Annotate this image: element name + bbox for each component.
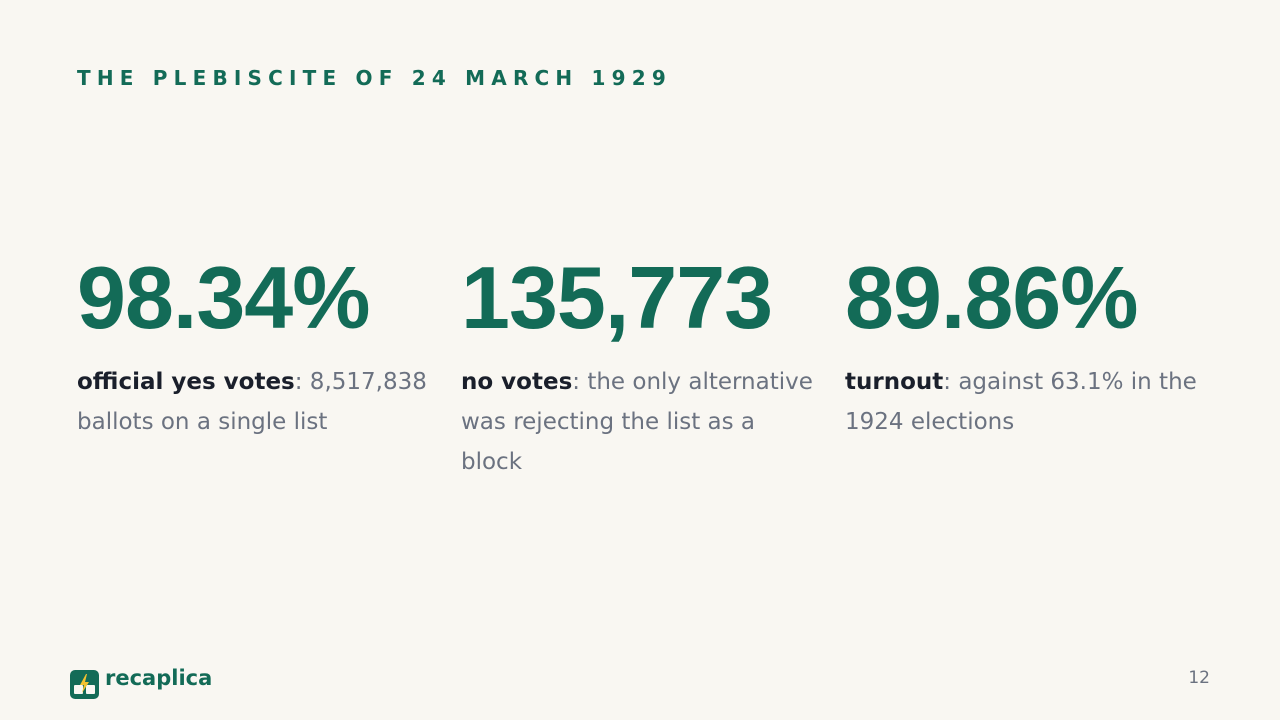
stat: 98.34% official yes votes: 8,517,838 bal…	[77, 248, 437, 442]
slide-title: THE PLEBISCITE OF 24 MARCH 1929	[77, 66, 672, 90]
stat-value: 135,773	[461, 248, 773, 347]
stat-label: no votes	[461, 369, 573, 395]
stat: 135,773 no votes: the only alternative w…	[461, 248, 821, 482]
stat-value: 98.34%	[77, 248, 370, 347]
stat: 89.86% turnout: against 63.1% in the 192…	[845, 248, 1205, 442]
stat-description: turnout: against 63.1% in the 1924 elect…	[845, 362, 1205, 442]
stat-description: no votes: the only alternative was rejec…	[461, 362, 821, 482]
brand-name: recaplica	[105, 666, 213, 690]
page-number: 12	[1188, 668, 1210, 688]
stat-label: official yes votes	[77, 369, 295, 395]
stat-value: 89.86%	[845, 248, 1138, 347]
stat-text: : 8,517,838 ballots on a single list	[77, 369, 427, 435]
stat-text: : the only alternative was rejecting the…	[461, 369, 813, 475]
stat-label: turnout	[845, 369, 944, 395]
stat-text: : against 63.1% in the 1924 elections	[845, 369, 1197, 435]
stat-description: official yes votes: 8,517,838 ballots on…	[77, 362, 437, 442]
brand-logo	[70, 670, 99, 699]
